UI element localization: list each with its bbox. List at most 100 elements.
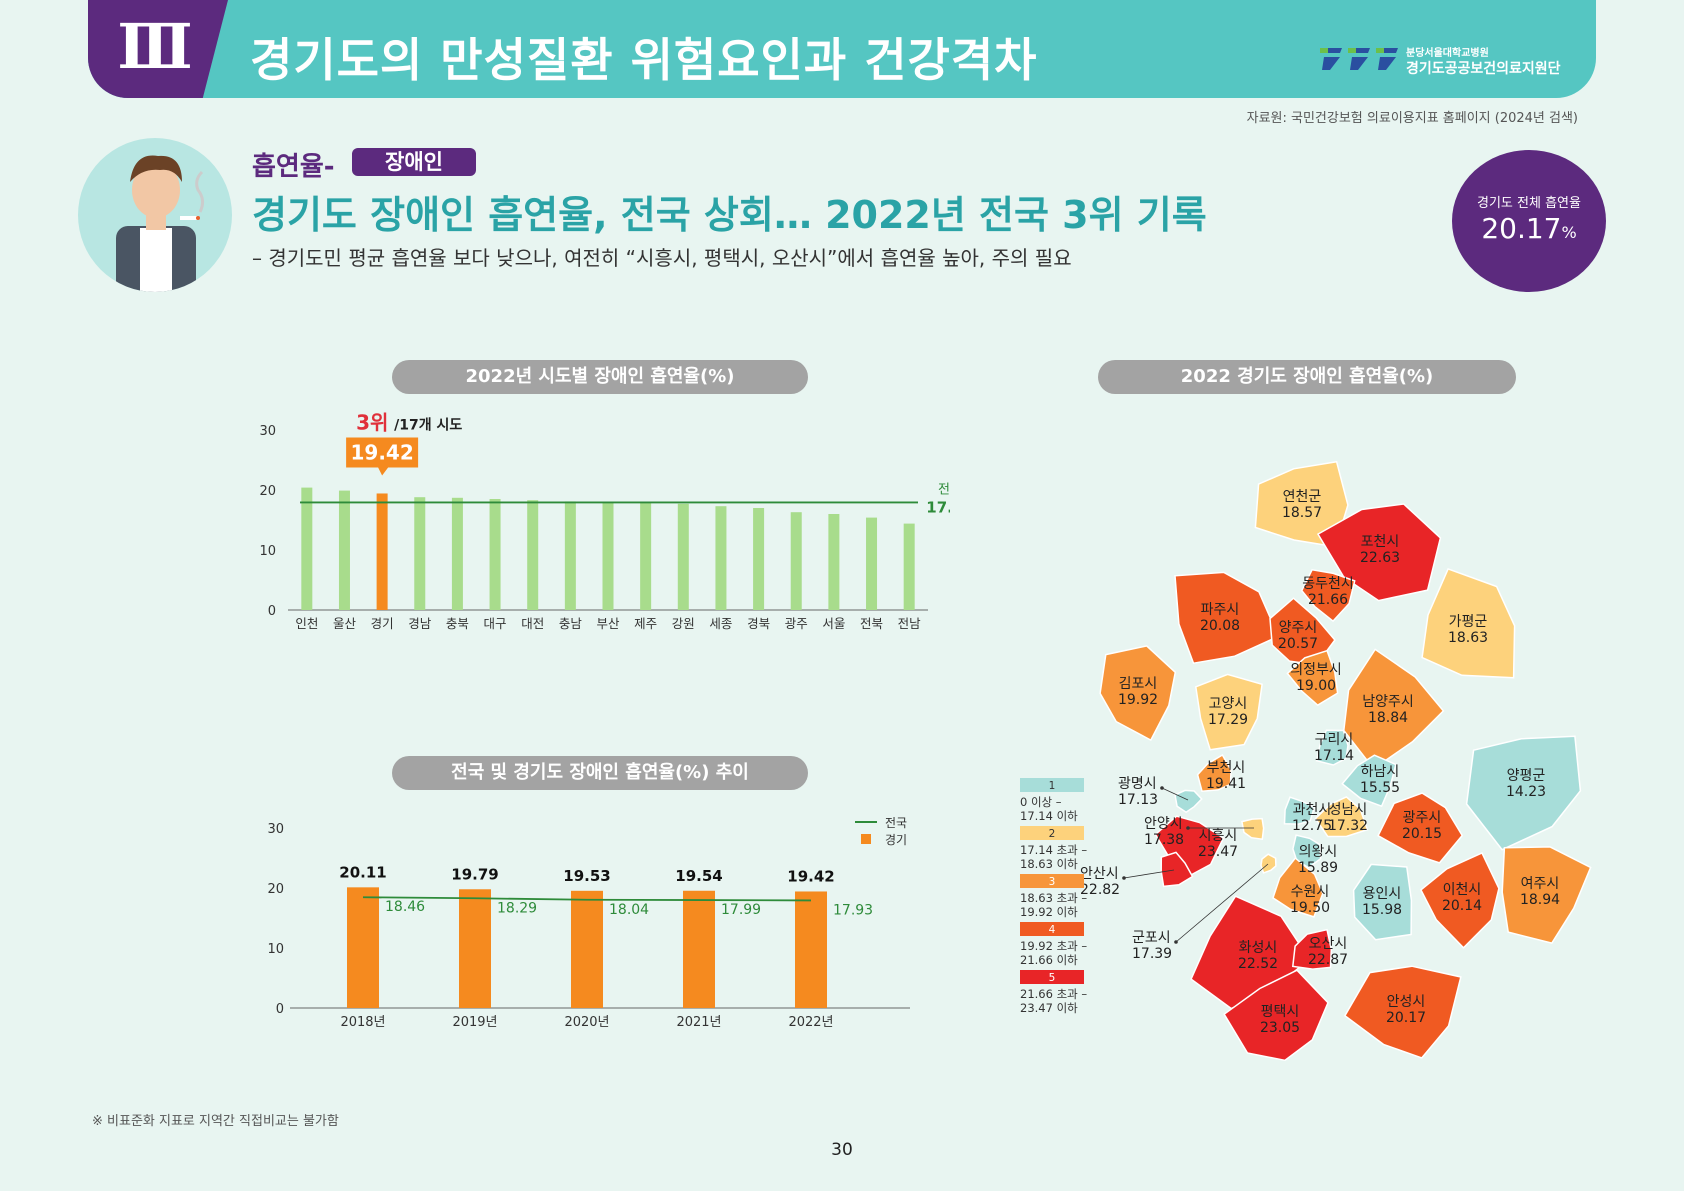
map-region-10 bbox=[1315, 729, 1349, 766]
chart2-national-label-4: 17.93 bbox=[833, 902, 873, 918]
map-label-name-17: 광주시 bbox=[1403, 810, 1442, 826]
map-label-value-19: 23.47 bbox=[1198, 844, 1238, 860]
chart2-xtick-1: 2019년 bbox=[452, 1015, 497, 1030]
section-number: Ⅲ bbox=[117, 10, 193, 83]
map-title: 2022 경기도 장애인 흡연율(%) bbox=[1098, 360, 1516, 394]
map-label-value-16: 17.32 bbox=[1328, 818, 1368, 834]
map-label-name-0: 연천군 bbox=[1283, 489, 1322, 505]
province-rate-badge: 경기도 전체 흡연율 20.17% bbox=[1452, 150, 1606, 292]
chart1-xtick-1: 울산 bbox=[333, 616, 357, 631]
chart2-bar-2 bbox=[571, 890, 603, 1008]
map-region-1 bbox=[1316, 503, 1442, 602]
section-tab bbox=[88, 0, 228, 98]
map-region-29 bbox=[1223, 969, 1329, 1062]
chart1-bar-2 bbox=[376, 493, 388, 610]
logo-text-center: 경기도공공보건의료지원단 bbox=[1406, 61, 1561, 77]
chart2-ytick-0: 0 bbox=[276, 1002, 284, 1017]
map-label-name-20: 의왕시 bbox=[1299, 844, 1338, 860]
map-label-value-20: 15.89 bbox=[1298, 860, 1338, 876]
map-label-value-12: 15.55 bbox=[1360, 780, 1400, 796]
chart2-legend-national: 전국 bbox=[885, 816, 907, 830]
map-legend-swatch-0 bbox=[1020, 778, 1084, 792]
chart1-ytick-0: 0 bbox=[268, 604, 276, 619]
map-label-value-9: 18.84 bbox=[1368, 710, 1408, 726]
chart1-bar-7 bbox=[564, 501, 576, 610]
map-region-17 bbox=[1377, 792, 1464, 864]
chart2-national-label-0: 18.46 bbox=[385, 899, 425, 915]
map-label-value-13: 14.23 bbox=[1506, 784, 1546, 800]
map-label-value-1: 22.63 bbox=[1360, 550, 1400, 566]
chart2-bar-label-1: 19.79 bbox=[451, 865, 498, 883]
map-label-value-21: 22.82 bbox=[1080, 882, 1120, 898]
map-label-value-30: 20.17 bbox=[1386, 1010, 1426, 1026]
map-legend-swatch-1 bbox=[1020, 826, 1084, 840]
map-label-name-10: 구리시 bbox=[1315, 732, 1354, 748]
map-region-6 bbox=[1286, 649, 1339, 707]
chart1-xtick-13: 광주 bbox=[785, 616, 808, 631]
map-label-name-11: 부천시 bbox=[1207, 760, 1246, 776]
map-label-name-14: 광명시 bbox=[1118, 776, 1157, 792]
map-leader-21 bbox=[1123, 869, 1175, 879]
province-rate-value: 20.17% bbox=[1452, 212, 1606, 245]
map-label-value-7: 19.92 bbox=[1118, 692, 1158, 708]
chart1-highlight-callout bbox=[346, 437, 419, 476]
map-region-8 bbox=[1194, 673, 1263, 751]
chart1-xtick-16: 전남 bbox=[898, 616, 922, 631]
chart1-bar-6 bbox=[527, 500, 539, 610]
chart1-rank-suffix: /17개 시도 bbox=[394, 417, 462, 433]
map-label-value-24: 20.14 bbox=[1442, 898, 1482, 914]
map-legend-class-1: 2 bbox=[1049, 828, 1056, 840]
chart1-xtick-10: 강원 bbox=[672, 616, 695, 631]
map-region-14 bbox=[1174, 789, 1203, 814]
map-label-value-29: 23.05 bbox=[1260, 1020, 1300, 1036]
map-legend-range-0-0: 0 이상 – bbox=[1020, 795, 1062, 809]
map-label-name-21: 안산시 bbox=[1080, 866, 1119, 882]
chart1-bar-0 bbox=[301, 487, 313, 610]
chart1-xtick-4: 충북 bbox=[446, 616, 469, 631]
province-rate-label: 경기도 전체 흡연율 bbox=[1477, 196, 1581, 211]
map-label-value-17: 20.15 bbox=[1402, 826, 1442, 842]
chart1-xtick-6: 대전 bbox=[521, 616, 544, 631]
map-region-12 bbox=[1341, 754, 1397, 808]
chart1-title: 2022년 시도별 장애인 흡연율(%) bbox=[392, 360, 808, 394]
map-label-name-18: 안양시 bbox=[1144, 816, 1183, 832]
chart1-ytick-1: 10 bbox=[259, 544, 276, 559]
province-rate-number: 20.17 bbox=[1481, 212, 1562, 245]
chart2-bar-label-2: 19.53 bbox=[563, 867, 610, 885]
chart1-bar-12 bbox=[753, 508, 765, 610]
map-label-name-13: 양평군 bbox=[1507, 768, 1546, 784]
chart1-xtick-9: 제주 bbox=[634, 616, 657, 631]
map-region-24 bbox=[1419, 852, 1500, 949]
map-region-9 bbox=[1343, 648, 1445, 770]
map-label-value-27: 22.52 bbox=[1238, 956, 1278, 972]
map-legend-range-4-1: 23.47 이하 bbox=[1020, 1001, 1078, 1015]
page-number: 30 bbox=[831, 1140, 853, 1160]
map-leader-14 bbox=[1161, 787, 1189, 801]
chart1-xtick-2: 경기 bbox=[371, 616, 394, 631]
map-label-name-6: 의정부시 bbox=[1290, 662, 1342, 678]
map-region-21 bbox=[1160, 851, 1194, 888]
chart2-legend-bar-swatch bbox=[861, 834, 871, 844]
map-label-name-5: 가평군 bbox=[1449, 614, 1488, 630]
map-label-value-22: 19.50 bbox=[1290, 900, 1330, 916]
topic-label: 흡연율- bbox=[252, 152, 335, 182]
map-label-name-9: 남양주시 bbox=[1362, 694, 1414, 710]
map-region-18 bbox=[1241, 817, 1265, 841]
map-region-30 bbox=[1343, 965, 1462, 1059]
chart1-bar-3 bbox=[414, 497, 426, 610]
map-label-value-26: 17.39 bbox=[1132, 946, 1172, 962]
map-label-name-19: 시흥시 bbox=[1199, 828, 1238, 844]
chart1-bar-1 bbox=[338, 490, 350, 610]
map-label-name-26: 군포시 bbox=[1132, 930, 1171, 946]
map-label-value-15: 12.75 bbox=[1292, 818, 1332, 834]
chart2-national-label-1: 18.29 bbox=[497, 900, 537, 916]
chart2-national-line bbox=[362, 896, 812, 902]
chart2-ytick-1: 10 bbox=[267, 942, 284, 957]
chart1-xtick-11: 세종 bbox=[709, 616, 732, 631]
chart1-bar-11 bbox=[715, 506, 727, 610]
map-region-26 bbox=[1260, 853, 1277, 874]
header-bar bbox=[88, 0, 1596, 98]
map-label-name-24: 이천시 bbox=[1443, 882, 1482, 898]
map-label-value-10: 17.14 bbox=[1314, 748, 1354, 764]
map-legend-range-2-0: 18.63 초과 – bbox=[1020, 891, 1087, 905]
